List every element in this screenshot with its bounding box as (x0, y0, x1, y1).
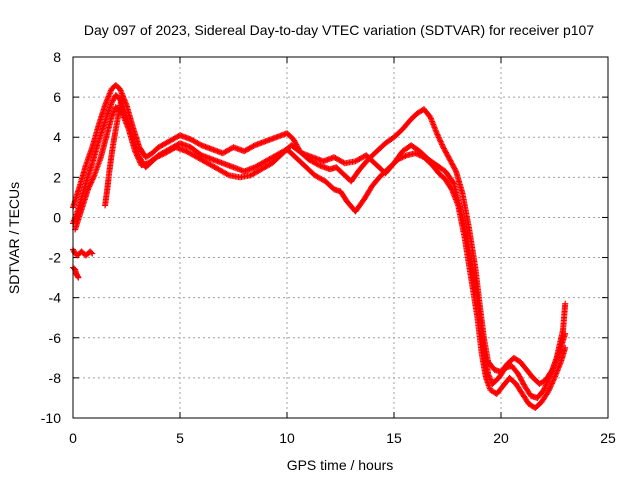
data-points (70, 82, 569, 411)
plot-border (72, 56, 609, 419)
data-point (562, 300, 569, 307)
series-track-4 (102, 92, 126, 209)
y-tick-label: -10 (41, 410, 61, 426)
data-point (75, 274, 82, 281)
series-track-5 (70, 246, 96, 259)
data-point (119, 92, 126, 99)
data-point (452, 166, 459, 173)
data-point (450, 179, 457, 186)
y-tick-label: -4 (49, 290, 62, 306)
data-point (250, 142, 257, 149)
chart-title: Day 097 of 2023, Sidereal Day-to-day VTE… (84, 22, 594, 38)
x-axis-label: GPS time / hours (287, 457, 394, 473)
data-point (197, 141, 204, 148)
y-tick-label: -8 (49, 370, 62, 386)
x-tick-label: 20 (493, 430, 509, 446)
series-track-3 (72, 104, 569, 401)
y-axis-label: SDTVAR / TECUs (6, 182, 22, 294)
data-point (224, 171, 231, 178)
data-point (89, 250, 96, 257)
x-tick-label: 0 (69, 430, 77, 446)
y-tick-label: -2 (49, 250, 62, 266)
y-tick-label: -6 (49, 330, 62, 346)
y-tick-label: 8 (53, 49, 61, 65)
x-tick-label: 15 (386, 430, 402, 446)
x-tick-label: 5 (176, 430, 184, 446)
y-tick-label: 0 (53, 209, 61, 225)
data-point (562, 344, 569, 351)
y-tick-label: 6 (53, 89, 61, 105)
x-tick-label: 10 (279, 430, 295, 446)
tick-labels: 0 5 10 15 20 25 -10 -8 -6 -4 -2 0 2 4 6 8 (41, 49, 616, 446)
y-tick-label: 4 (53, 129, 61, 145)
data-point (314, 161, 321, 168)
y-tick-label: 2 (53, 169, 61, 185)
series-track-6 (70, 264, 82, 281)
x-tick-label: 25 (600, 430, 616, 446)
data-point (88, 249, 95, 256)
